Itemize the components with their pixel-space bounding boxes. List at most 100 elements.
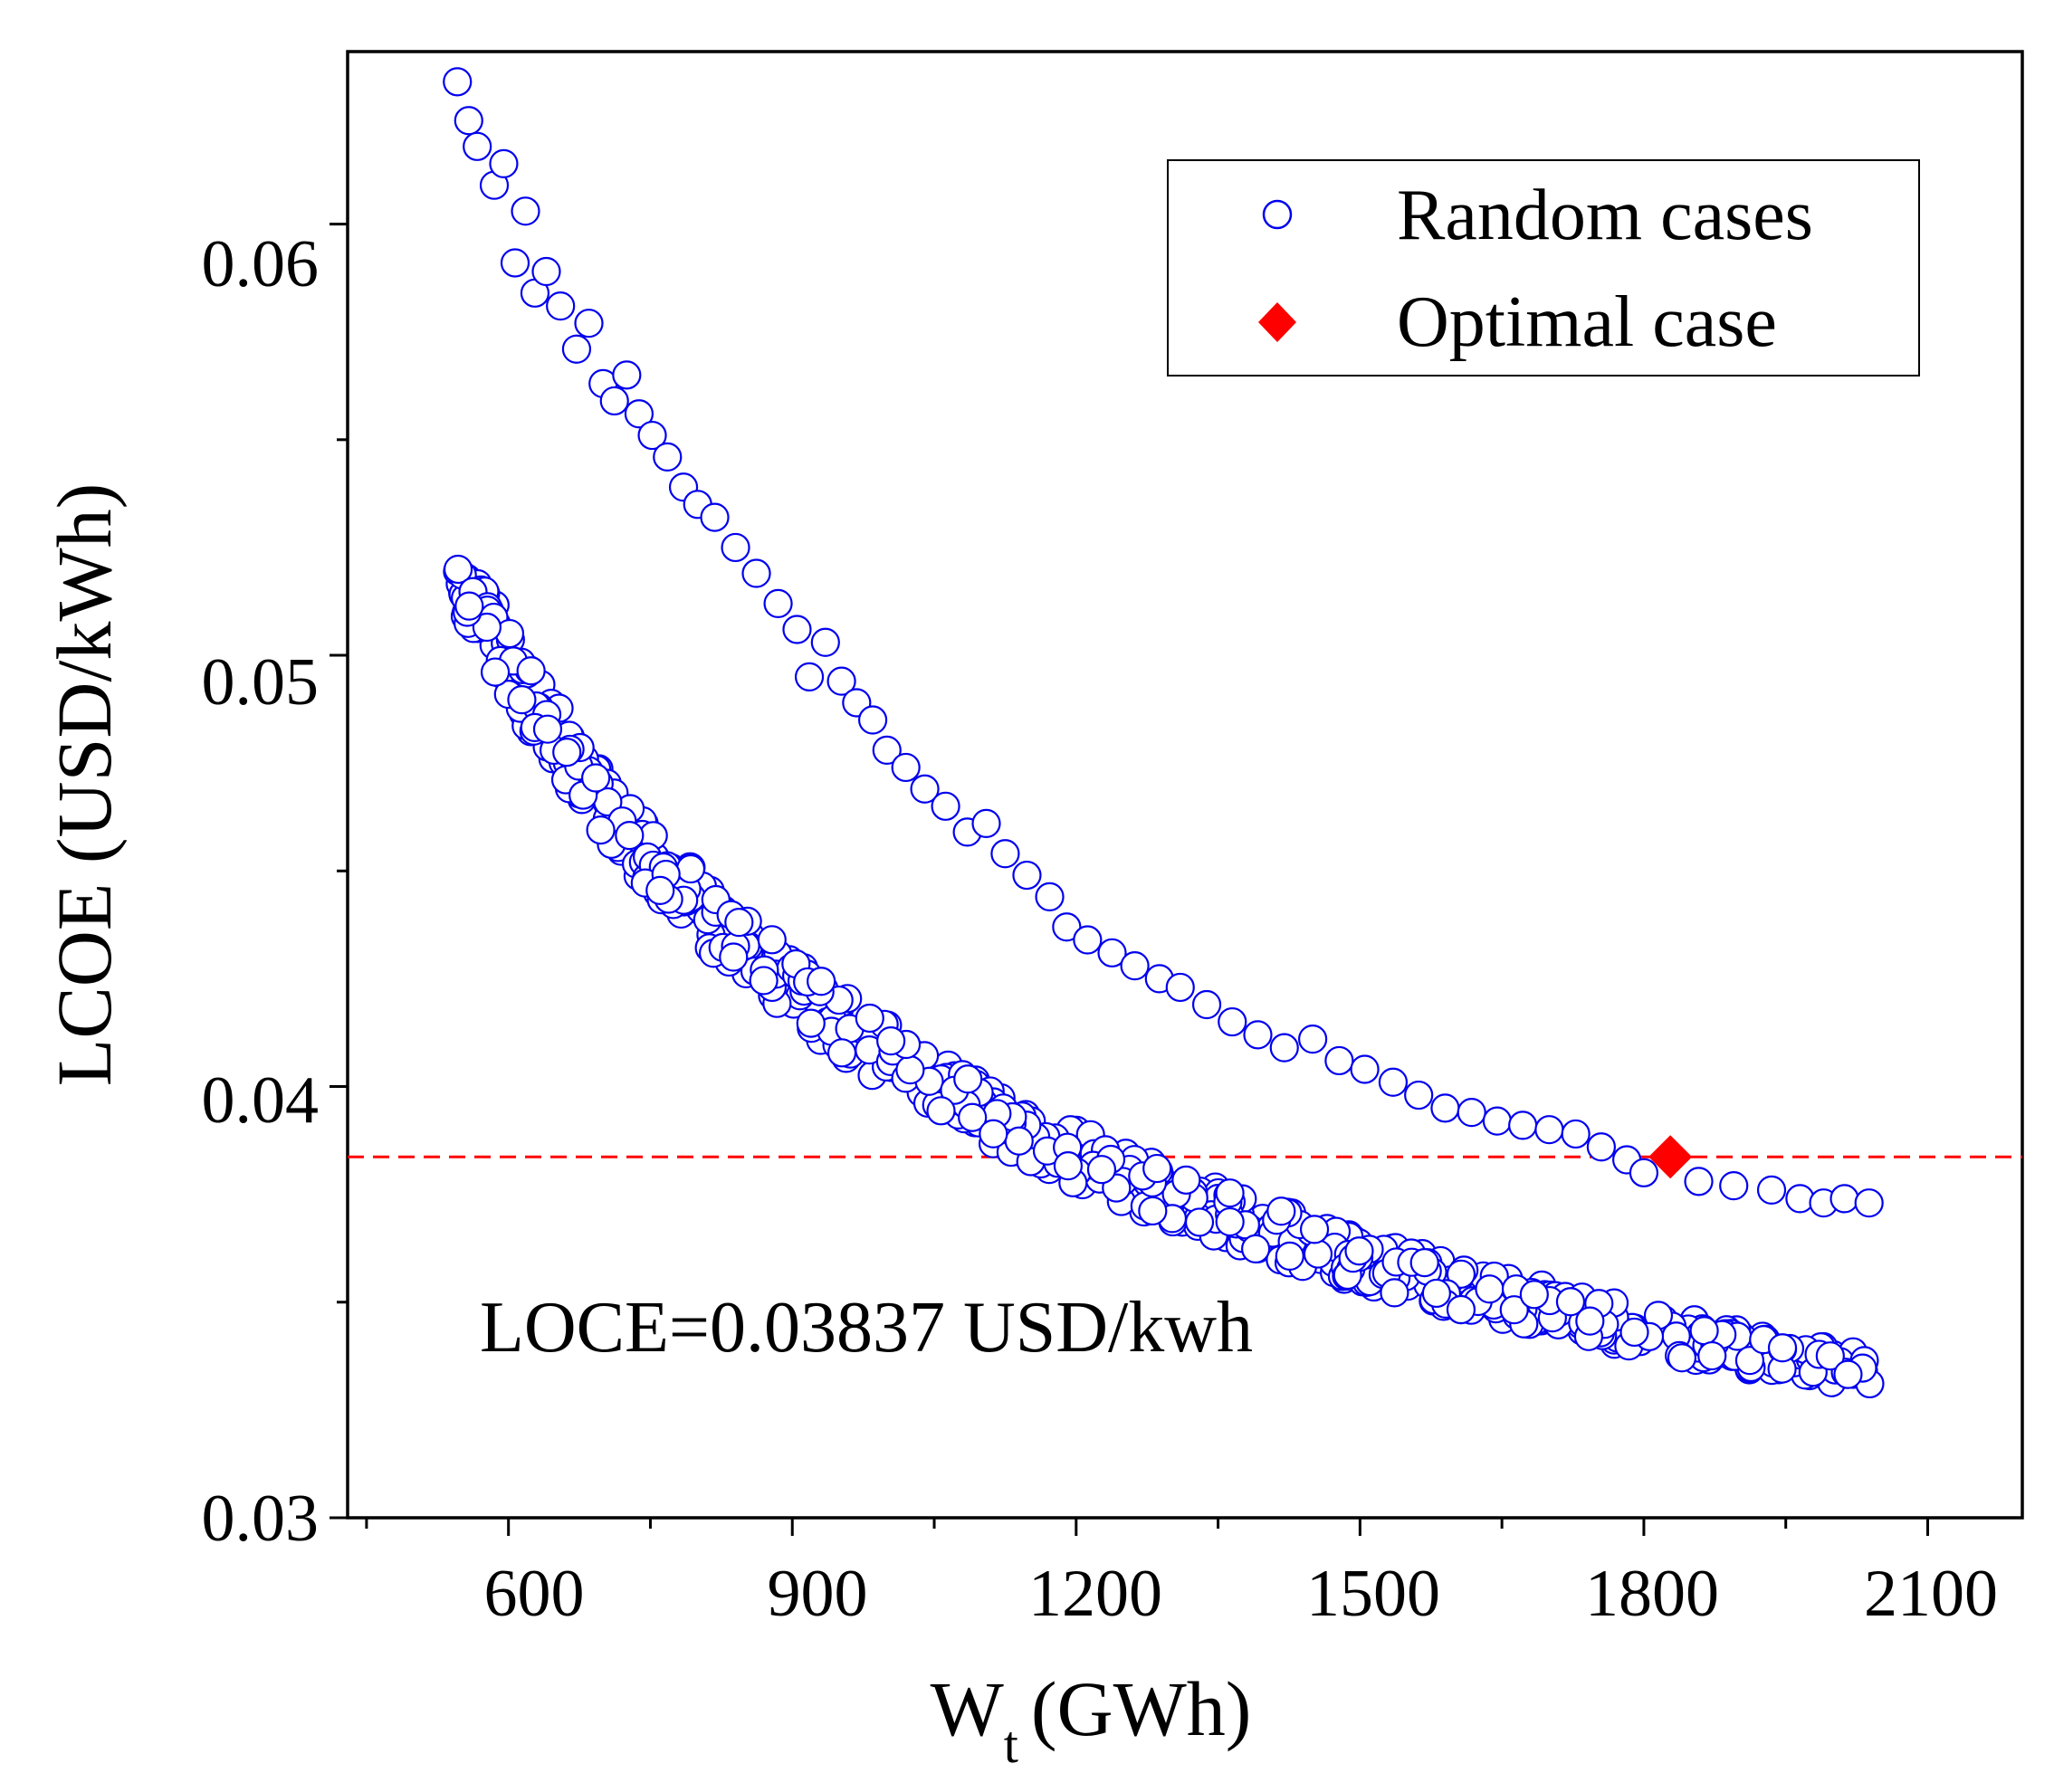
random-case-point [586,815,616,845]
random-case-point [1446,1259,1476,1289]
random-case-point [1404,1080,1434,1110]
random-case-point [637,420,667,451]
random-case-point [1266,1196,1296,1226]
random-case-point [531,256,561,287]
random-case-point [910,774,940,804]
random-case-point [1534,1115,1564,1145]
random-case-point [749,966,779,996]
random-case-point [1191,989,1222,1020]
random-case-point [480,657,511,687]
random-case-point [1689,1316,1719,1346]
random-case-point [1184,1207,1215,1237]
random-case-point [443,67,473,97]
random-case-point [1767,1333,1798,1363]
random-case-point [721,532,750,563]
random-case-point [1086,1155,1117,1185]
random-case-point [1482,1106,1513,1136]
legend-label-optimal-case: Optimal case [1397,282,1777,362]
random-case-point [1430,1093,1460,1123]
random-case-point [1241,1234,1271,1263]
random-case-point [511,196,540,226]
y-tick-label: 0.03 [202,1482,320,1556]
optimal-case-point [1648,1135,1693,1179]
y-tick-label: 0.05 [202,645,320,720]
random-case-point [574,309,604,338]
random-case-point [782,615,812,644]
x-tick-labels: 600 900 1200 1500 1800 2100 [484,1557,1999,1631]
random-case-point [926,1096,956,1126]
random-case-point [794,662,825,691]
random-case-point [1215,1206,1245,1237]
legend-label-random-cases: Random cases [1397,176,1813,255]
random-case-point [581,763,611,793]
random-case-point [741,558,771,588]
random-case-point [876,1026,906,1056]
random-case-point [1035,882,1065,911]
loce-annotation: LOCE=0.03837 USD/kwh [480,1288,1253,1368]
random-case-point [1324,1045,1354,1076]
random-case-point [489,148,519,178]
random-case-point [807,967,836,996]
random-case-point [724,908,754,938]
random-case-point [552,738,582,767]
random-case-point [953,1064,983,1094]
random-case-point [1815,1341,1845,1371]
random-case-point [1165,972,1195,1003]
random-case-point [1446,1294,1476,1325]
optimal-case-series [1648,1135,1693,1179]
x-axis-title-main: W [931,1665,1004,1752]
random-case-point [463,131,492,161]
random-case-point [1275,1241,1304,1271]
random-case-point [826,666,856,696]
random-case-point [612,360,642,390]
random-case-point [615,820,645,851]
random-case-point [796,1008,826,1038]
random-case-point [1378,1067,1409,1097]
random-case-point [1575,1306,1605,1336]
random-case-point [443,554,473,585]
random-case-point [653,442,683,472]
random-case-point [1097,938,1127,967]
random-case-point [1303,1239,1333,1269]
y-tick-label: 0.06 [202,227,320,301]
random-case-point [472,612,502,643]
random-case-point [1218,1006,1247,1037]
random-case-point [990,839,1020,869]
random-case-point [1138,1196,1168,1226]
x-axis-title-subscript: t [1004,1715,1018,1774]
random-case-point [454,106,483,136]
random-case-point [979,1119,1008,1149]
random-case-point [1697,1340,1727,1371]
legend-open-circle-icon [1262,199,1293,230]
random-case-point [1350,1054,1380,1084]
random-case-point [516,656,546,686]
random-case-point [1499,1295,1529,1325]
random-case-point [1508,1110,1538,1140]
random-case-point [1120,951,1150,981]
random-case-point [826,1038,857,1068]
random-case-point [500,248,530,278]
random-case-point [1619,1317,1649,1348]
random-case-point [1142,1153,1172,1184]
x-tick-label: 600 [484,1557,585,1631]
random-case-point [1457,1098,1486,1128]
random-case-point [1833,1359,1863,1389]
y-tick-label: 0.04 [202,1063,320,1138]
random-case-point [857,705,888,735]
random-case-point [1421,1278,1451,1309]
random-case-point [700,502,730,532]
x-axis-title: Wt (GWh) [931,1665,1252,1774]
random-case-point [891,752,921,783]
random-case-point [1734,1346,1765,1376]
random-case-point [1171,1165,1201,1195]
random-case-point [1012,860,1042,891]
random-case-point [1243,1020,1273,1050]
random-case-point [719,942,749,972]
legend-red-diamond-icon [1258,302,1296,342]
random-case-point [931,791,960,821]
random-case-point [599,386,629,416]
x-axis-title-unit: (GWh) [1031,1665,1252,1752]
random-case-point [454,591,484,621]
random-case-point [561,334,592,364]
legend: Random cases Optimal case [1167,159,1920,377]
